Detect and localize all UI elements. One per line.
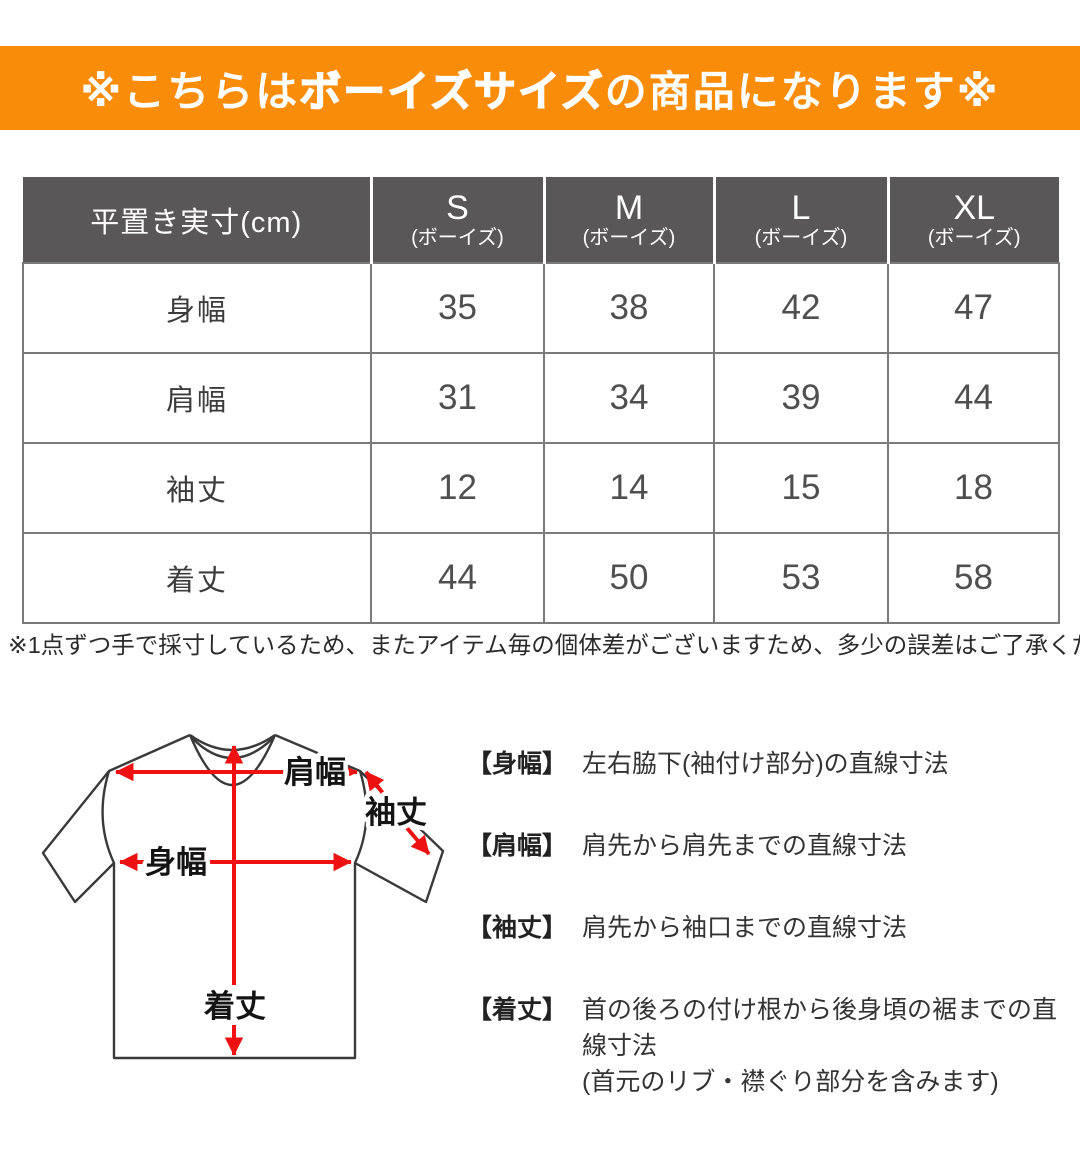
column-header-measurement: 平置き実寸(cm) — [23, 177, 371, 263]
size-s-label: S — [446, 188, 469, 227]
table-header-row: 平置き実寸(cm) S (ボーイズ) M (ボーイズ) L (ボーイズ) XL — [23, 177, 1059, 263]
definition-label: 【身幅】 — [467, 750, 568, 778]
cell-value: 14 — [543, 442, 715, 534]
banner-text-suffix: の商品になります※ — [604, 67, 1000, 115]
definition-text: 肩先から肩先までの直線寸法 — [582, 832, 908, 860]
definition-label: 【肩幅】 — [467, 832, 568, 860]
cell-value: 34 — [543, 352, 715, 444]
banner-text-emphasis: ボーイズサイズ — [299, 67, 605, 115]
cell-value: 39 — [713, 352, 889, 444]
diagram-label-sleeve: 袖丈 — [365, 795, 427, 830]
sleeve-arrow-up — [364, 770, 388, 799]
definition-body-width: 【身幅】 左右脇下(袖付け部分)の直線寸法 — [467, 746, 1080, 782]
column-header-size-s: S (ボーイズ) — [369, 177, 544, 263]
size-table: 平置き実寸(cm) S (ボーイズ) M (ボーイズ) L (ボーイズ) XL — [22, 177, 1060, 624]
measurement-disclaimer-note: ※1点ずつ手で採寸しているため、またアイテム毎の個体差がございますため、多少の誤… — [8, 632, 1080, 658]
size-xl-note: (ボーイズ) — [927, 226, 1021, 249]
cell-value: 53 — [713, 532, 889, 624]
table-row-body-width: 身幅 35 38 42 47 — [22, 262, 1060, 354]
size-s-note: (ボーイズ) — [411, 226, 504, 249]
cell-value: 31 — [370, 352, 545, 444]
table-row-shoulder-width: 肩幅 31 34 39 44 — [22, 352, 1060, 444]
diagram-label-shoulder: 肩幅 — [284, 755, 346, 790]
row-label: 身幅 — [22, 262, 372, 354]
banner-text-prefix: ※こちらは — [80, 67, 300, 115]
definition-label: 【着丈】 — [467, 996, 568, 1024]
cell-value: 38 — [543, 262, 715, 354]
cell-value: 18 — [887, 442, 1060, 534]
column-header-size-xl: XL (ボーイズ) — [886, 177, 1059, 263]
size-xl-label: XL — [953, 188, 996, 227]
column-header-size-l: L (ボーイズ) — [712, 177, 888, 263]
definition-text: 首の後ろの付け根から後身頃の裾までの直線寸法 (首元のリブ・襟ぐり部分を含みます… — [582, 996, 1058, 1096]
cell-value: 50 — [543, 532, 715, 624]
diagram-label-length: 着丈 — [203, 989, 266, 1024]
cell-value: 42 — [713, 262, 889, 354]
definition-shoulder-width: 【肩幅】 肩先から肩先までの直線寸法 — [467, 828, 1080, 864]
size-table-wrap: 平置き実寸(cm) S (ボーイズ) M (ボーイズ) L (ボーイズ) XL — [22, 177, 1060, 624]
definition-body-length: 【着丈】 首の後ろの付け根から後身頃の裾までの直線寸法 (首元のリブ・襟ぐり部分… — [467, 992, 1080, 1100]
cell-value: 15 — [713, 442, 889, 534]
cell-value: 58 — [887, 532, 1060, 624]
table-row-sleeve-length: 袖丈 12 14 15 18 — [22, 442, 1060, 534]
cell-value: 12 — [370, 442, 545, 534]
tshirt-measurement-diagram: 肩幅 袖丈 身幅 着丈 — [41, 733, 445, 1060]
size-l-note: (ボーイズ) — [754, 226, 848, 249]
boys-size-banner: ※こちらは ボーイズサイズ の商品になります※ — [0, 46, 1080, 130]
measurement-arrows — [115, 745, 431, 1056]
measurement-definitions: 【身幅】 左右脇下(袖付け部分)の直線寸法 【肩幅】 肩先から肩先までの直線寸法… — [467, 746, 1080, 1100]
row-label: 袖丈 — [22, 442, 372, 534]
definition-sleeve-length: 【袖丈】 肩先から袖口までの直線寸法 — [467, 910, 1080, 946]
row-label: 肩幅 — [22, 352, 372, 444]
size-m-note: (ボーイズ) — [582, 226, 676, 249]
definition-text: 左右脇下(袖付け部分)の直線寸法 — [582, 750, 949, 778]
column-header-size-m: M (ボーイズ) — [542, 177, 714, 263]
definition-text: 肩先から袖口までの直線寸法 — [582, 914, 908, 942]
definition-label: 【袖丈】 — [467, 914, 568, 942]
cell-value: 44 — [370, 532, 545, 624]
cell-value: 35 — [370, 262, 545, 354]
size-m-label: M — [614, 188, 644, 227]
table-row-body-length: 着丈 44 50 53 58 — [22, 532, 1060, 624]
size-l-label: L — [791, 188, 811, 227]
cell-value: 47 — [887, 262, 1060, 354]
sleeve-arrow-down — [405, 826, 431, 856]
cell-value: 44 — [887, 352, 1060, 444]
diagram-label-chest: 身幅 — [145, 845, 207, 880]
row-label: 着丈 — [22, 532, 372, 624]
